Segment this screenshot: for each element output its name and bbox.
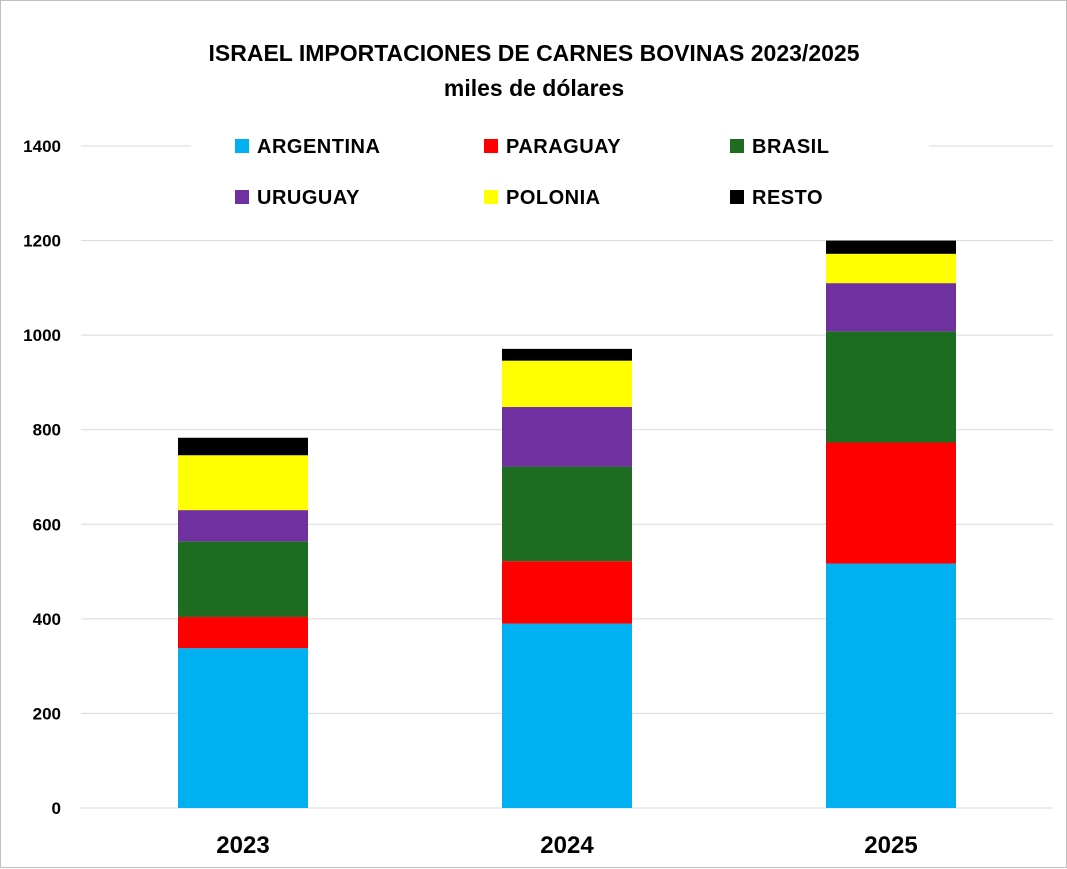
bar-segment-uruguay-2024 bbox=[502, 407, 632, 467]
legend-label-paraguay: PARAGUAY bbox=[506, 136, 621, 158]
legend-swatch-polonia bbox=[484, 190, 498, 204]
y-tick-label: 0 bbox=[52, 799, 61, 818]
bar-segment-polonia-2023 bbox=[178, 455, 308, 511]
y-tick-label: 600 bbox=[33, 515, 61, 534]
bar-segment-resto-2023 bbox=[178, 437, 308, 456]
bar-segment-brasil-2023 bbox=[178, 541, 308, 617]
bar-segment-argentina-2023 bbox=[178, 648, 308, 808]
bar-segment-argentina-2024 bbox=[502, 623, 632, 808]
legend: ARGENTINA PARAGUAY BRASIL URUGUAY POLONIA RES… bbox=[191, 121, 929, 221]
bar-segment-brasil-2024 bbox=[502, 466, 632, 562]
x-tick-label: 2025 bbox=[864, 832, 917, 859]
y-tick-label: 1200 bbox=[23, 232, 61, 251]
legend-swatch-uruguay bbox=[235, 190, 249, 204]
bars bbox=[178, 240, 956, 808]
legend-label-argentina: ARGENTINA bbox=[257, 136, 380, 158]
bar-segment-brasil-2025 bbox=[826, 331, 956, 443]
legend-swatch-argentina bbox=[235, 139, 249, 153]
chart-title: ISRAEL IMPORTACIONES DE CARNES BOVINAS 2… bbox=[209, 40, 860, 66]
legend-label-uruguay: URUGUAY bbox=[257, 187, 360, 209]
legend-swatch-resto bbox=[730, 190, 744, 204]
x-axis-ticks: 2023 2024 2025 bbox=[216, 832, 917, 859]
bar-segment-resto-2024 bbox=[502, 348, 632, 361]
y-tick-label: 1000 bbox=[23, 326, 61, 345]
bar-segment-polonia-2024 bbox=[502, 360, 632, 408]
y-tick-label: 800 bbox=[33, 421, 61, 440]
bar-segment-uruguay-2025 bbox=[826, 283, 956, 332]
y-tick-label: 1400 bbox=[23, 137, 61, 156]
legend-swatch-paraguay bbox=[484, 139, 498, 153]
bar-segment-paraguay-2025 bbox=[826, 442, 956, 564]
legend-label-brasil: BRASIL bbox=[752, 136, 829, 158]
bar-segment-resto-2025 bbox=[826, 240, 956, 254]
x-tick-label: 2024 bbox=[540, 832, 594, 859]
legend-background bbox=[191, 121, 929, 221]
x-tick-label: 2023 bbox=[216, 832, 269, 859]
legend-label-resto: RESTO bbox=[752, 187, 823, 209]
legend-swatch-brasil bbox=[730, 139, 744, 153]
chart-subtitle: miles de dólares bbox=[444, 75, 624, 101]
y-tick-label: 200 bbox=[33, 704, 61, 723]
y-tick-label: 400 bbox=[33, 610, 61, 629]
bar-segment-paraguay-2024 bbox=[502, 561, 632, 624]
bar-segment-argentina-2025 bbox=[826, 563, 956, 808]
bar-segment-paraguay-2023 bbox=[178, 616, 308, 649]
legend-label-polonia: POLONIA bbox=[506, 187, 601, 209]
y-axis-ticks: 0 200 400 600 800 1000 1200 1400 bbox=[23, 137, 61, 818]
bar-segment-polonia-2025 bbox=[826, 253, 956, 284]
bar-segment-uruguay-2023 bbox=[178, 510, 308, 542]
